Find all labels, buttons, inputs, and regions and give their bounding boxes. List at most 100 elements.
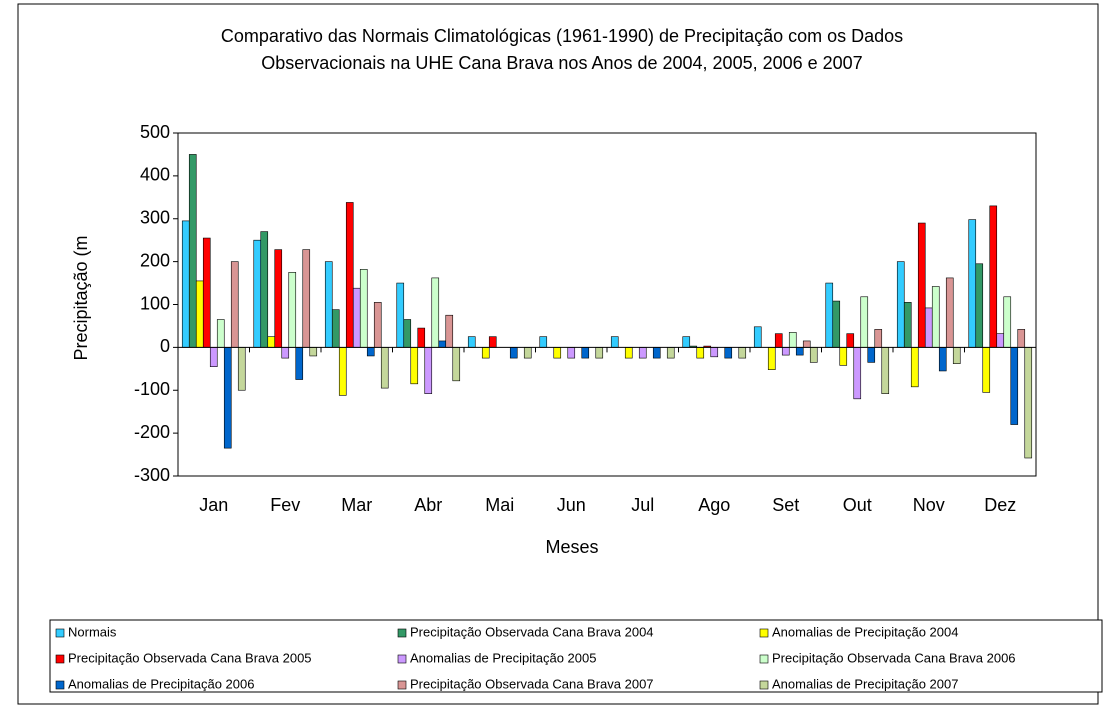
bar xyxy=(917,222,926,348)
x-tick-label: Fev xyxy=(270,495,300,515)
y-tick-label: -200 xyxy=(134,422,170,442)
bar xyxy=(209,347,218,367)
bar xyxy=(281,347,290,359)
bar xyxy=(331,309,340,348)
bar xyxy=(373,302,382,348)
legend-swatch xyxy=(759,628,769,638)
bar xyxy=(753,326,762,348)
legend-swatch xyxy=(55,628,65,638)
legend-swatch xyxy=(759,654,769,664)
bar xyxy=(1024,347,1033,459)
y-axis-label: Precipitação (m xyxy=(71,235,91,360)
bar xyxy=(881,347,890,394)
bar xyxy=(438,340,447,348)
x-tick-label: Jan xyxy=(199,495,228,515)
bar xyxy=(452,347,461,382)
x-tick-label: Jun xyxy=(557,495,586,515)
bar xyxy=(424,347,433,394)
bar xyxy=(288,272,297,348)
legend-label: Precipitação Observada Cana Brava 2006 xyxy=(772,650,1016,665)
bar xyxy=(181,220,190,348)
legend-label: Anomalias de Precipitação 2006 xyxy=(68,676,254,691)
bar xyxy=(832,300,841,348)
bar xyxy=(781,347,790,356)
x-tick-label: Ago xyxy=(698,495,730,515)
bar xyxy=(380,347,389,389)
bar xyxy=(195,280,204,348)
legend-label: Normais xyxy=(68,624,117,639)
legend-swatch xyxy=(397,628,407,638)
bar xyxy=(968,219,977,348)
x-tick-label: Abr xyxy=(414,495,442,515)
legend xyxy=(49,619,1103,693)
legend-swatch xyxy=(397,680,407,690)
legend-swatch xyxy=(397,654,407,664)
bar xyxy=(945,277,954,348)
chart-title: Comparativo das Normais Climatológicas (… xyxy=(221,26,903,46)
y-tick-label: -100 xyxy=(134,379,170,399)
x-axis-label: Meses xyxy=(545,537,598,557)
legend-swatch xyxy=(55,680,65,690)
legend-label: Anomalias de Precipitação 2004 xyxy=(772,624,958,639)
legend-label: Anomalias de Precipitação 2005 xyxy=(410,650,596,665)
bar xyxy=(696,347,705,359)
bar xyxy=(260,231,269,348)
bar xyxy=(539,336,548,348)
bar xyxy=(724,347,733,359)
y-tick-label: 300 xyxy=(140,208,170,228)
bar xyxy=(938,347,947,372)
bar xyxy=(216,319,225,348)
bar xyxy=(267,336,276,348)
y-tick-label: 100 xyxy=(140,293,170,313)
bar xyxy=(366,347,375,357)
bar xyxy=(738,347,747,359)
y-tick-label: 500 xyxy=(140,122,170,142)
bar xyxy=(924,307,933,348)
y-tick-label: -300 xyxy=(134,465,170,485)
bar xyxy=(509,347,518,359)
x-tick-label: Set xyxy=(772,495,799,515)
bar xyxy=(802,340,811,348)
plot-area xyxy=(177,132,1037,477)
bar xyxy=(338,347,347,396)
bar xyxy=(237,347,246,391)
bar xyxy=(624,347,633,359)
bar xyxy=(302,249,311,348)
bar xyxy=(610,336,619,348)
bar xyxy=(488,336,497,348)
bar xyxy=(982,347,991,393)
bar xyxy=(1017,329,1026,348)
bar xyxy=(431,277,440,348)
bar xyxy=(274,249,283,348)
bar xyxy=(230,261,239,348)
bar xyxy=(975,263,984,348)
bar xyxy=(403,319,412,348)
bar xyxy=(309,347,318,357)
bar xyxy=(581,347,590,359)
bar xyxy=(467,336,476,348)
bar xyxy=(410,347,419,385)
x-tick-label: Mar xyxy=(341,495,372,515)
bar xyxy=(903,302,912,348)
bar xyxy=(295,347,304,380)
bar xyxy=(202,237,211,348)
bar xyxy=(324,261,333,348)
bar xyxy=(638,347,647,359)
bar xyxy=(666,347,675,359)
bar xyxy=(996,333,1005,348)
legend-label: Precipitação Observada Cana Brava 2004 xyxy=(410,624,654,639)
legend-swatch xyxy=(55,654,65,664)
legend-swatch xyxy=(759,680,769,690)
bar xyxy=(874,329,883,348)
bar xyxy=(825,282,834,348)
bar xyxy=(846,333,855,348)
bar xyxy=(710,347,719,358)
bar xyxy=(788,332,797,348)
x-tick-label: Jul xyxy=(631,495,654,515)
bar xyxy=(682,336,691,348)
bar xyxy=(445,314,454,348)
chart-title: Observacionais na UHE Cana Brava nos Ano… xyxy=(261,53,862,73)
bar xyxy=(352,287,361,348)
bar xyxy=(767,347,776,370)
